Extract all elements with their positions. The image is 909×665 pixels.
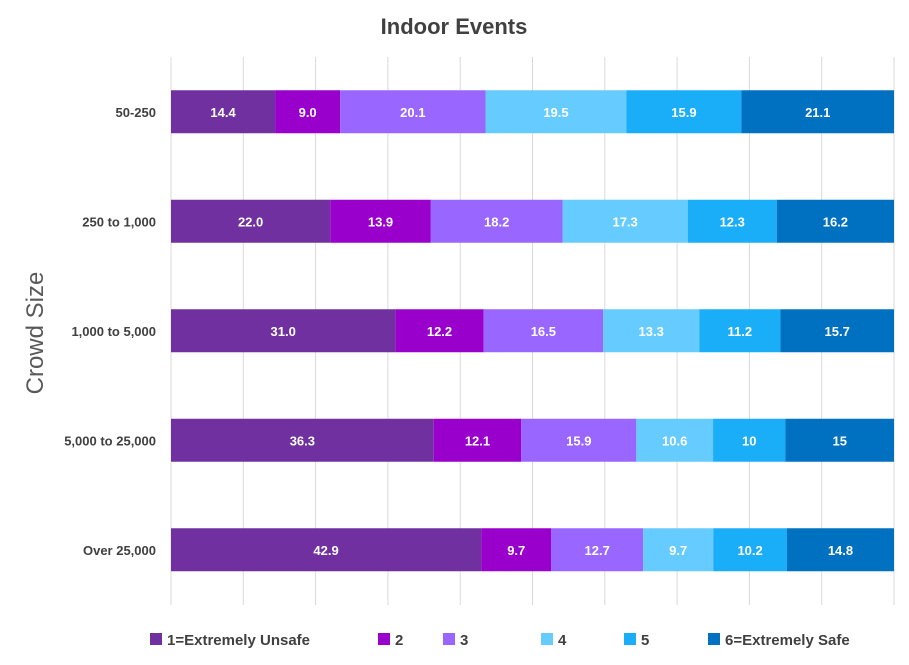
data-label: 31.0 (271, 324, 296, 339)
bar-segment (699, 309, 781, 353)
data-label: 42.9 (313, 543, 338, 558)
data-label: 17.3 (612, 214, 637, 229)
data-label: 20.1 (400, 105, 425, 120)
bar-segment (171, 418, 434, 462)
data-label: 12.7 (585, 543, 610, 558)
data-label: 12.3 (720, 214, 745, 229)
bar-segments (171, 90, 894, 572)
legend-label: 1=Extremely Unsafe (167, 632, 310, 649)
data-label: 13.3 (639, 324, 664, 339)
legend-label: 2 (395, 632, 403, 649)
category-label: 5,000 to 25,000 (64, 433, 156, 448)
data-label: 10.2 (737, 543, 762, 558)
legend-swatch (708, 633, 720, 645)
data-label: 10.6 (662, 433, 687, 448)
bar-segment (713, 528, 787, 572)
data-label: 14.4 (210, 105, 236, 120)
bar-segment (171, 309, 396, 353)
bar-segment (171, 528, 482, 572)
bar-segment (551, 528, 644, 572)
legend: 1=Extremely Unsafe 2 3 4 5 6=Extremely Safe (150, 632, 850, 649)
category-label: 250 to 1,000 (82, 214, 156, 229)
data-label: 11.2 (728, 324, 753, 339)
bar-segment (741, 90, 894, 134)
bar-segment (430, 199, 563, 243)
bar-segment (626, 90, 742, 134)
category-label: 1,000 to 5,000 (71, 324, 156, 339)
bar-segment (636, 418, 714, 462)
bar-segment (171, 199, 331, 243)
bar-segment (776, 199, 894, 243)
legend-label: 3 (460, 632, 468, 649)
data-label: 15 (832, 433, 846, 448)
data-label: 12.2 (427, 324, 452, 339)
data-label: 22.0 (238, 214, 263, 229)
bar-segment (433, 418, 522, 462)
legend-swatch (541, 633, 553, 645)
data-label: 18.2 (484, 214, 509, 229)
category-label: Over 25,000 (83, 543, 156, 558)
bar-segment (643, 528, 714, 572)
data-label: 10 (742, 433, 756, 448)
data-label: 13.9 (368, 214, 393, 229)
bar-segment (395, 309, 484, 353)
legend-label: 6=Extremely Safe (725, 632, 850, 649)
data-labels: 14.4 9.0 20.1 19.5 15.9 21.1 22.0 13.9 18.2 17.3 1… (210, 105, 853, 558)
bar-segment (603, 309, 700, 353)
legend-swatch (150, 633, 162, 645)
bar-segment (785, 418, 894, 462)
legend-swatch (624, 633, 636, 645)
bar-segment (340, 90, 486, 134)
bar-segment (171, 90, 276, 134)
data-label: 36.3 (290, 433, 315, 448)
data-label: 15.9 (566, 433, 591, 448)
data-label: 9.0 (299, 105, 317, 120)
data-label: 15.9 (671, 105, 696, 120)
bar-segment (481, 528, 552, 572)
bar-segment (713, 418, 786, 462)
legend-label: 5 (641, 632, 649, 649)
legend-swatch (443, 633, 455, 645)
category-label: 50-250 (116, 105, 156, 120)
data-label: 12.1 (465, 433, 490, 448)
bar-segment (687, 199, 777, 243)
data-label: 19.5 (543, 105, 568, 120)
bar-segment (780, 309, 894, 353)
chart-title: Indoor Events (381, 14, 528, 39)
data-label: 9.7 (507, 543, 525, 558)
legend-label: 4 (558, 632, 567, 649)
bar-segment (483, 309, 604, 353)
data-label: 16.5 (531, 324, 556, 339)
data-label: 21.1 (805, 105, 830, 120)
bar-segment (330, 199, 431, 243)
legend-swatch (378, 633, 390, 645)
data-label: 16.2 (823, 214, 848, 229)
bar-segment (562, 199, 688, 243)
bar-segment (521, 418, 637, 462)
bar-segment (786, 528, 894, 572)
bar-segment (485, 90, 627, 134)
y-axis-title: Crowd Size (22, 272, 49, 395)
bar-segment (275, 90, 341, 134)
data-label: 15.7 (825, 324, 850, 339)
data-label: 9.7 (669, 543, 687, 558)
category-labels: 50-250 250 to 1,000 1,000 to 5,000 5,000 to… (64, 105, 156, 558)
data-label: 14.8 (828, 543, 853, 558)
